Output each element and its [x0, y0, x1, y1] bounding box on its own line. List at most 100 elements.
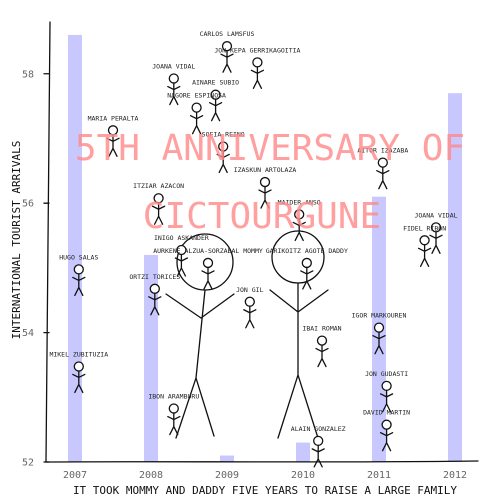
x-tick-label: 2012: [443, 470, 467, 481]
person-head: [381, 380, 392, 392]
person-head: [301, 257, 312, 269]
person-head: [191, 102, 202, 113]
person-name-label: INIGO ASKANDER: [154, 234, 209, 242]
person-head: [259, 176, 271, 188]
person-head: [373, 322, 385, 333]
title-line-1: 5TH ANNIVERSARY OF: [75, 128, 465, 169]
person-figure: MARIA PERALTA: [88, 114, 139, 157]
person-name-label: AINARE SUBIO: [192, 79, 239, 87]
person-name-label: AITOR IZAZABA: [357, 147, 408, 155]
person-name-label: IGOR MARKOUREN: [352, 312, 407, 320]
person-figure: IBAI ROMAN: [302, 325, 342, 368]
person-body: [148, 292, 162, 316]
person-body: [189, 111, 204, 135]
x-tick-label: 2008: [139, 470, 163, 481]
person-body: [72, 370, 86, 394]
title-overlay: 5TH ANNIVERSARY OF CICTOURGUNE: [75, 128, 465, 237]
person-figure: MIKEL ZUBITUZIA: [49, 350, 108, 394]
person-figure: INIGO ASKANDER: [154, 234, 209, 277]
person-name-label: MARIA PERALTA: [88, 114, 139, 122]
person-body: [208, 98, 223, 122]
person-head: [168, 73, 179, 84]
x-axis-line: [45, 460, 479, 463]
person-name-label: NAGORE ESPINOSA: [167, 92, 226, 100]
person-figure: CARLOS LAMSFUS: [200, 30, 255, 73]
person-name-label: FIDEL RIBON: [403, 224, 446, 232]
y-tick-label: 54: [22, 328, 34, 339]
person-body: [379, 428, 394, 452]
x-tick-label: 2010: [291, 470, 315, 481]
x-tick-label: 2007: [63, 470, 87, 481]
person-figure: IGOR MARKOUREN: [352, 312, 407, 355]
person-figure: NAGORE ESPINOSA: [167, 92, 226, 135]
x-tick-labels: 2007 2008 2009 2010 2011 2012: [63, 470, 467, 481]
person-head: [202, 257, 214, 269]
person-body: [376, 166, 390, 190]
person-body: [250, 66, 265, 90]
person-head: [73, 361, 84, 372]
person-figure: JOANA VIDAL: [414, 211, 458, 255]
axes: [45, 21, 479, 463]
person-name-label: JON KEPA GERRIKAGOITIA: [214, 46, 300, 54]
person-head: [313, 435, 324, 447]
person-figure: SOFIA REINO: [202, 130, 245, 174]
person-body: [72, 273, 86, 297]
person-figure: JON KEPA GERRIKAGOITIA: [214, 46, 301, 90]
person-body: [315, 344, 329, 368]
person-name-label: JOANA VIDAL: [414, 211, 457, 219]
person-body: [300, 266, 314, 290]
person-body: [429, 231, 443, 255]
person-body: [292, 218, 306, 242]
person-head: [381, 419, 392, 430]
title-line-2: CICTOURGUNE: [143, 196, 381, 237]
people-figures: CARLOS LAMSFUS JON KEPA GERRIKAGOITIA JOAN…: [49, 30, 458, 468]
person-name-label: IBON ARAMBURU: [148, 393, 199, 401]
person-figure: ITZIAR AZACON: [133, 182, 184, 225]
person-name-label: JON GUDASTI: [365, 370, 408, 378]
person-body: [167, 82, 181, 106]
person-body: [379, 389, 394, 413]
person-head: [316, 335, 328, 346]
person-name-label: JOANA VIDAL: [152, 63, 195, 71]
person-head: [244, 296, 255, 307]
person-name-label: MAIDER ANSO: [278, 198, 321, 206]
bar-2009: [220, 455, 234, 462]
person-name-label: JON GIL: [236, 286, 263, 294]
person-name-label: IBAI ROMAN: [302, 325, 341, 333]
person-body: [167, 412, 181, 436]
person-name-label: HUGO SALAS: [59, 253, 98, 261]
y-tick-label: 58: [22, 69, 34, 80]
person-name-label: IZASKUN ARTOLAZA: [234, 166, 297, 174]
y-axis-line: [45, 21, 51, 463]
bar-2012: [448, 93, 462, 463]
person-name-label: MIKEL ZUBITUZIA: [49, 350, 108, 358]
person-body: [106, 134, 120, 157]
person-head: [149, 283, 160, 294]
y-tick-labels: 52 54 56 58: [22, 69, 50, 469]
person-figure: MAIDER ANSO: [278, 198, 321, 242]
person-name-label: ALAIN GONZALEZ: [291, 425, 346, 433]
person-body: [417, 244, 432, 267]
person-body: [220, 50, 234, 73]
person-figure: AITOR IZAZABA: [357, 147, 408, 190]
person-figure: ALAIN GONZALEZ: [291, 425, 346, 468]
x-tick-label: 2011: [367, 470, 391, 481]
person-figure: AINARE SUBIO: [192, 79, 239, 122]
person-head: [73, 264, 84, 275]
person-head: [168, 403, 179, 414]
person-body: [243, 305, 257, 329]
x-tick-label: 2009: [215, 470, 239, 481]
daddy-figure: [269, 230, 329, 439]
person-figure: FIDEL RIBON: [403, 224, 446, 267]
person-body: [311, 444, 325, 468]
person-body: [258, 185, 272, 209]
x-axis-label: IT TOOK MOMMY AND DADDY FIVE YEARS TO RA…: [73, 484, 457, 497]
person-figure: AURKENE ALZUA-SORZABAL MOMMY: [153, 247, 263, 290]
person-body: [216, 150, 230, 174]
y-tick-label: 52: [22, 458, 34, 469]
bar-2007: [68, 34, 82, 463]
person-name-label: CARLOS LAMSFUS: [200, 30, 255, 38]
person-figure: IBON ARAMBURU: [148, 393, 199, 436]
person-figure: IZASKUN ARTOLAZA: [234, 166, 297, 209]
